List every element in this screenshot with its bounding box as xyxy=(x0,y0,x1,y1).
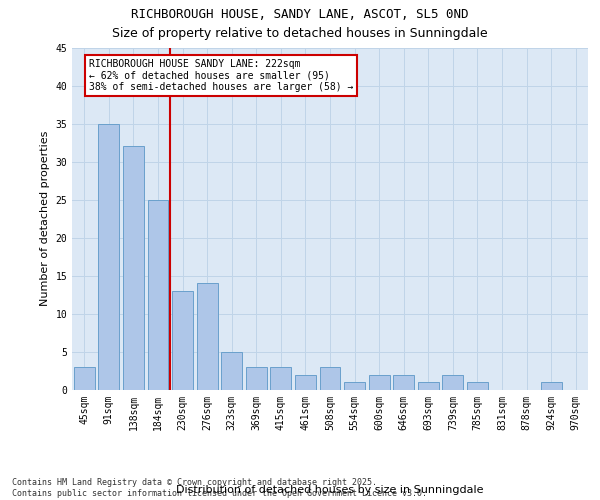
Bar xyxy=(344,382,365,390)
Text: RICHBOROUGH HOUSE, SANDY LANE, ASCOT, SL5 0ND: RICHBOROUGH HOUSE, SANDY LANE, ASCOT, SL… xyxy=(131,8,469,20)
Y-axis label: Number of detached properties: Number of detached properties xyxy=(40,131,50,306)
Bar xyxy=(467,382,488,390)
Bar xyxy=(320,367,340,390)
Bar xyxy=(74,367,95,390)
Bar xyxy=(246,367,267,390)
Bar xyxy=(368,375,389,390)
Bar xyxy=(442,375,463,390)
Bar xyxy=(271,367,292,390)
Text: RICHBOROUGH HOUSE SANDY LANE: 222sqm
← 62% of detached houses are smaller (95)
3: RICHBOROUGH HOUSE SANDY LANE: 222sqm ← 6… xyxy=(89,59,353,92)
Bar xyxy=(172,291,193,390)
Text: Contains HM Land Registry data © Crown copyright and database right 2025.
Contai: Contains HM Land Registry data © Crown c… xyxy=(12,478,427,498)
Text: Size of property relative to detached houses in Sunningdale: Size of property relative to detached ho… xyxy=(112,28,488,40)
Bar xyxy=(98,124,119,390)
Bar xyxy=(418,382,439,390)
Bar xyxy=(123,146,144,390)
Bar xyxy=(221,352,242,390)
Bar xyxy=(393,375,414,390)
Bar xyxy=(295,375,316,390)
Bar xyxy=(197,284,218,390)
Text: Distribution of detached houses by size in Sunningdale: Distribution of detached houses by size … xyxy=(176,485,484,495)
Bar xyxy=(541,382,562,390)
Bar xyxy=(148,200,169,390)
